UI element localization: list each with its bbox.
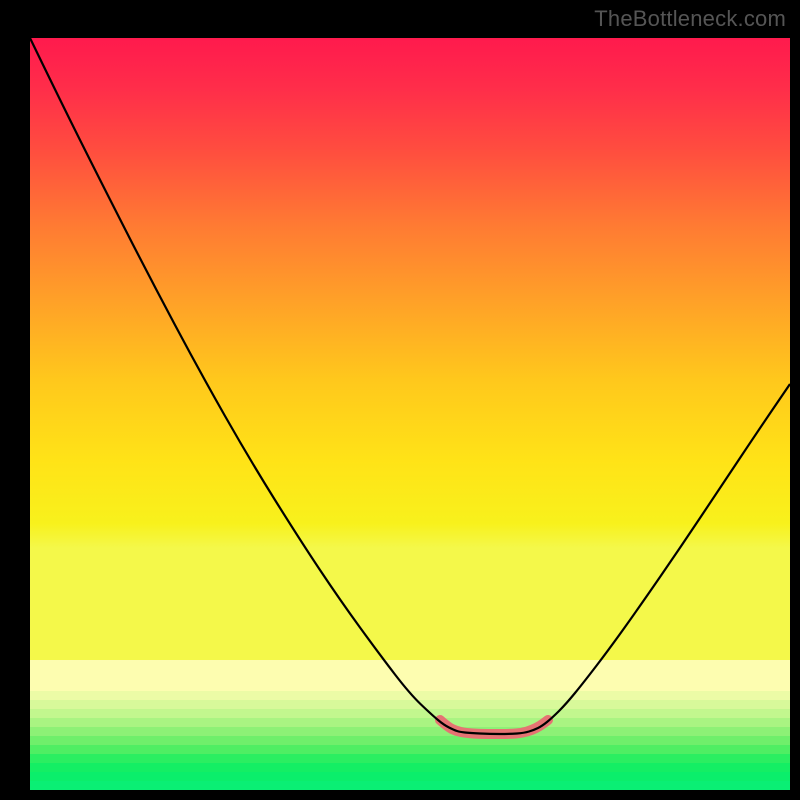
gradient-fill <box>30 38 790 660</box>
watermark-text: TheBottleneck.com <box>594 6 786 32</box>
bottom-green-stripes <box>30 660 790 790</box>
chart-container: TheBottleneck.com <box>0 0 800 800</box>
